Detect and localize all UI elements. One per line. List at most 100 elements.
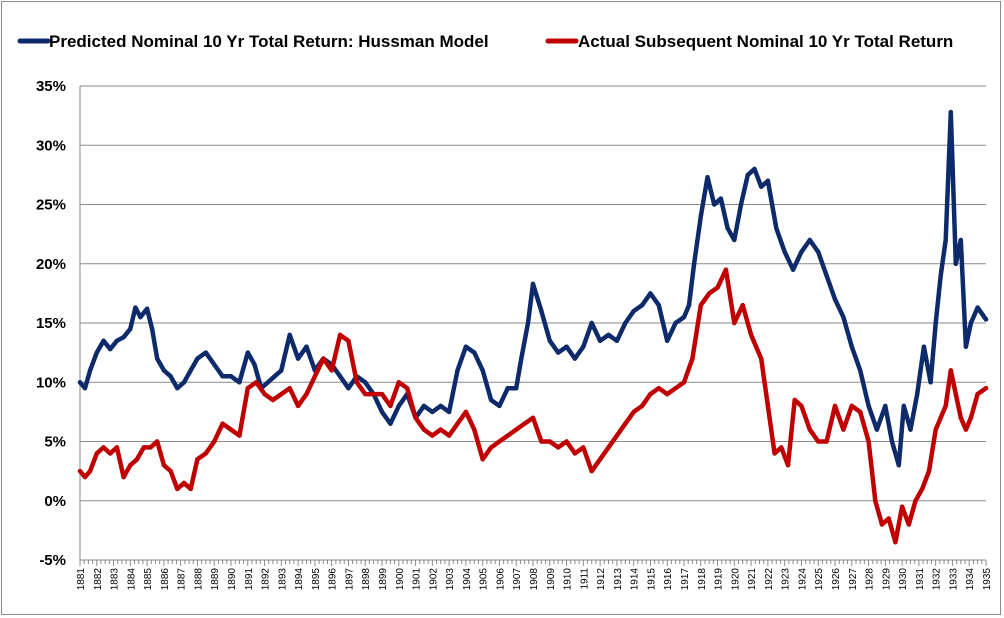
- series-line-actual: [77, 267, 989, 545]
- data-point: [396, 380, 401, 385]
- legend-label-actual: Actual Subsequent Nominal 10 Yr Total Re…: [578, 32, 953, 51]
- data-point: [614, 338, 620, 343]
- data-point: [188, 486, 193, 492]
- x-tick-label: 1931: [915, 568, 926, 591]
- y-tick-label: 30%: [36, 137, 66, 154]
- data-point: [631, 308, 636, 314]
- data-point: [212, 439, 217, 444]
- data-point: [188, 368, 193, 373]
- data-point: [181, 480, 187, 486]
- data-point: [597, 338, 603, 343]
- data-point: [673, 386, 678, 391]
- data-point: [128, 326, 133, 332]
- data-point: [816, 249, 821, 255]
- data-point: [889, 439, 895, 444]
- data-point: [363, 380, 368, 385]
- data-point: [371, 391, 376, 397]
- data-point: [732, 237, 737, 243]
- data-point: [948, 109, 953, 115]
- x-tick-label: 1929: [881, 568, 892, 591]
- x-tick-label: 1921: [747, 568, 758, 591]
- data-point: [928, 380, 933, 385]
- data-point: [237, 380, 242, 385]
- data-point: [539, 439, 544, 444]
- data-point: [623, 320, 628, 326]
- data-point: [488, 445, 494, 450]
- data-point: [254, 380, 259, 385]
- x-tick-label: 1932: [932, 568, 943, 591]
- series-lines: [77, 109, 989, 545]
- data-point: [572, 451, 578, 456]
- x-tick-label: 1922: [764, 568, 775, 591]
- data-point: [691, 261, 697, 266]
- x-tick-label: 1882: [93, 568, 104, 591]
- data-point: [168, 468, 173, 474]
- data-point: [480, 368, 485, 373]
- data-point: [220, 374, 225, 379]
- data-point: [723, 267, 729, 272]
- data-point: [108, 451, 113, 456]
- x-tick-label: 1927: [848, 568, 859, 591]
- data-point: [832, 297, 838, 302]
- data-point: [272, 374, 277, 379]
- data-point: [883, 403, 888, 409]
- data-point: [148, 445, 153, 450]
- data-point: [304, 344, 309, 349]
- y-axis-ticks: 35% 30% 25% 20% 15% 10% 5% 0% -5%: [36, 78, 66, 569]
- data-point: [948, 368, 953, 373]
- data-point: [748, 332, 754, 338]
- data-point: [606, 445, 611, 450]
- data-point: [759, 356, 764, 361]
- data-point: [539, 308, 544, 314]
- data-point: [841, 427, 846, 432]
- data-point: [101, 445, 106, 450]
- x-tick-label: 1901: [412, 568, 423, 591]
- data-point: [446, 409, 452, 415]
- points-predicted: [77, 109, 989, 468]
- series-line-predicted: [77, 109, 989, 468]
- data-point: [270, 397, 276, 403]
- data-point: [933, 320, 938, 326]
- data-point: [589, 320, 594, 326]
- x-tick-label: 1908: [529, 568, 540, 591]
- data-point: [321, 356, 326, 361]
- data-point: [379, 409, 385, 415]
- data-point: [873, 498, 878, 503]
- x-tick-label: 1926: [831, 568, 842, 591]
- x-tick-label: 1898: [361, 568, 372, 591]
- x-tick-label: 1917: [680, 568, 691, 591]
- x-tick-label: 1913: [613, 568, 624, 591]
- data-point: [149, 326, 155, 332]
- data-point: [732, 320, 737, 326]
- x-tick-label: 1894: [294, 568, 305, 591]
- y-tick-label: 20%: [36, 256, 66, 273]
- x-tick-label: 1925: [814, 568, 825, 591]
- data-point: [497, 403, 502, 409]
- data-point: [497, 439, 502, 444]
- data-point: [824, 439, 829, 444]
- data-point: [983, 386, 989, 391]
- data-point: [488, 397, 494, 403]
- data-point: [759, 184, 764, 189]
- x-tick-label: 1923: [781, 568, 792, 591]
- data-point: [346, 386, 351, 391]
- data-point: [648, 391, 653, 397]
- data-point: [312, 374, 318, 379]
- data-point: [718, 196, 724, 201]
- data-point: [681, 380, 687, 385]
- x-tick-label: 1935: [982, 568, 993, 591]
- data-point: [82, 474, 88, 480]
- data-point: [639, 303, 645, 308]
- data-point: [421, 403, 427, 409]
- data-point: [785, 463, 791, 468]
- x-tick-label: 1891: [244, 568, 255, 591]
- data-point: [975, 305, 980, 310]
- data-point: [774, 226, 779, 231]
- data-point: [832, 403, 838, 409]
- data-point: [175, 386, 180, 391]
- x-tick-label: 1889: [210, 568, 221, 591]
- x-tick-label: 1892: [261, 568, 272, 591]
- data-point: [530, 415, 536, 420]
- data-point: [245, 386, 250, 391]
